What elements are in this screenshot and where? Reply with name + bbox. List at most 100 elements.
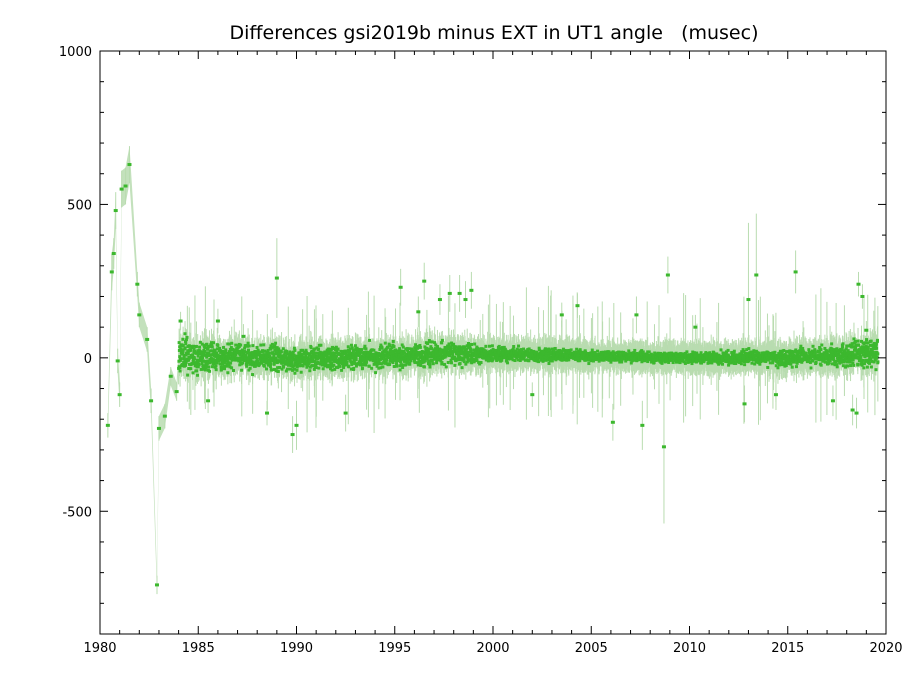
band-point [348, 350, 352, 354]
band-point [243, 346, 247, 350]
band-point [256, 361, 260, 365]
band-point [265, 367, 269, 371]
band-point [191, 360, 195, 364]
band-point [273, 368, 277, 372]
band-point [234, 353, 238, 357]
band-point [215, 361, 219, 365]
band-point [336, 365, 340, 369]
band-point [183, 332, 187, 336]
band-point [324, 359, 328, 363]
band-point [350, 346, 354, 350]
band-point [308, 369, 312, 373]
band-point [249, 355, 253, 359]
band-point [212, 341, 216, 345]
band-point [340, 360, 344, 364]
band-point [269, 362, 273, 366]
band-point [294, 354, 298, 358]
band-point [180, 363, 184, 367]
band-point [317, 366, 321, 370]
band-point [339, 349, 343, 353]
band-point [259, 359, 263, 363]
band-point [354, 364, 358, 368]
band-point [226, 342, 230, 346]
band-point [277, 347, 281, 351]
band-point [295, 368, 299, 372]
band-point [310, 364, 314, 368]
band-point [244, 344, 248, 348]
band-point [206, 347, 210, 351]
band-point [221, 349, 225, 353]
band-point [292, 358, 296, 362]
band-point [194, 361, 198, 365]
band-point [223, 361, 227, 365]
band-point [351, 349, 355, 353]
band-point [210, 365, 214, 369]
band-point [306, 352, 310, 356]
data-points [105, 163, 880, 587]
band-point [206, 359, 210, 363]
band-point [231, 352, 235, 356]
band-point [295, 356, 299, 360]
band-point [177, 341, 181, 345]
band-point [234, 343, 238, 347]
band-point [205, 365, 209, 369]
band-point [357, 353, 361, 357]
band-point [242, 349, 246, 353]
band-point [183, 340, 187, 344]
band-point [181, 337, 185, 341]
band-point [251, 356, 255, 360]
band-point [297, 364, 301, 368]
band-point [288, 357, 292, 361]
band-point [340, 362, 344, 366]
band-point [293, 371, 297, 375]
band-point [278, 352, 282, 356]
band-point [212, 351, 216, 355]
band-point [247, 368, 251, 372]
band-point [259, 356, 263, 360]
band-point [199, 350, 203, 354]
band-point [196, 354, 200, 358]
band-point [210, 349, 214, 353]
band-point [264, 355, 268, 359]
band-point [187, 358, 191, 362]
band-point [280, 361, 284, 365]
band-point [255, 345, 259, 349]
band-point [178, 369, 182, 373]
band-point [327, 352, 331, 356]
band-point [196, 373, 200, 377]
band-point [304, 348, 308, 352]
band-point [290, 361, 294, 365]
band-point [296, 357, 300, 361]
band-point [340, 355, 344, 359]
band-point [338, 361, 342, 365]
band-point [276, 369, 280, 373]
band-point [203, 349, 207, 353]
band-point [230, 358, 234, 362]
band-point [282, 353, 286, 357]
band-point [199, 367, 203, 371]
band-point [194, 351, 198, 355]
band-point [357, 360, 361, 364]
band-point [240, 348, 244, 352]
band-point [272, 358, 276, 362]
band-point [184, 338, 188, 342]
band-point [184, 363, 188, 367]
band-point [279, 354, 283, 358]
band-point [290, 354, 294, 358]
band-point [225, 358, 229, 362]
band-point [346, 355, 350, 359]
early-error-envelope [107, 146, 181, 595]
band-point [334, 348, 338, 352]
band-point [197, 363, 201, 367]
band-point [257, 352, 261, 356]
band-point [186, 352, 190, 356]
band-point [178, 366, 182, 370]
band-point [238, 353, 242, 357]
band-point [288, 350, 292, 354]
band-point [340, 368, 344, 372]
band-point [329, 348, 333, 352]
band-point [225, 363, 229, 367]
band-point [209, 353, 213, 357]
band-point [286, 360, 290, 364]
band-point [221, 362, 225, 366]
